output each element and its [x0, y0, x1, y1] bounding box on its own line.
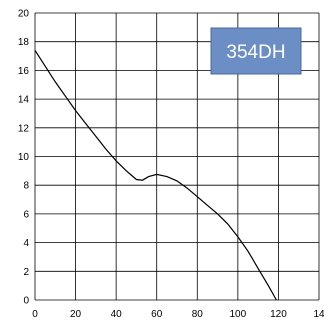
y-tick-label: 20: [18, 9, 30, 20]
y-tick-label: 10: [18, 152, 30, 163]
x-tick-label: 80: [192, 309, 204, 320]
x-tick-label: 0: [32, 309, 38, 320]
x-tick-label: 40: [111, 309, 123, 320]
x-axis-ticks: 0 20 40 60 80 100 120 14: [32, 309, 324, 320]
y-tick-label: 0: [23, 296, 29, 307]
y-tick-label: 6: [23, 209, 29, 220]
y-tick-label: 2: [23, 267, 29, 278]
y-tick-label: 16: [18, 66, 30, 77]
y-tick-label: 4: [23, 238, 29, 249]
annotation-box: [210, 27, 302, 75]
x-tick-label: 120: [270, 309, 287, 320]
y-tick-label: 18: [18, 37, 30, 48]
y-axis-ticks: 0 2 4 6 8 10 12 14 16 18 20: [18, 9, 30, 307]
y-tick-label: 12: [18, 123, 30, 134]
x-tick-label: 100: [230, 309, 247, 320]
x-tick-label: 14: [313, 309, 324, 320]
x-tick-label: 20: [70, 309, 82, 320]
y-tick-label: 14: [18, 95, 30, 106]
y-tick-label: 8: [23, 181, 29, 192]
series-line: [34, 49, 277, 301]
annotation-label: 354DH: [226, 42, 285, 63]
grid: [34, 12, 320, 301]
x-tick-label: 60: [151, 309, 163, 320]
